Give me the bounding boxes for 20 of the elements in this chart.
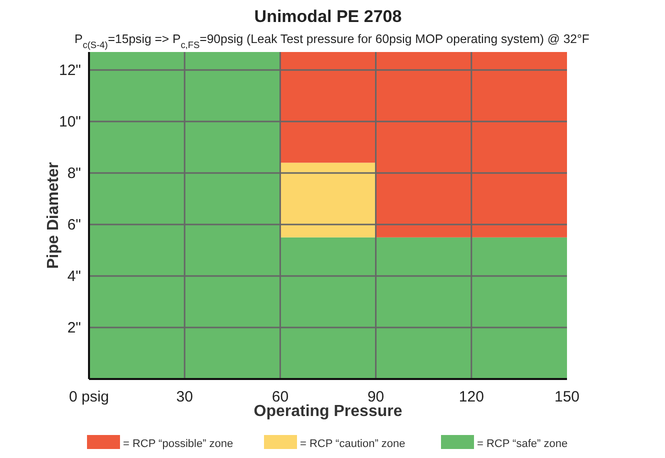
x-tick-label: 30 [176,388,193,406]
y-axis-title: Pipe Diameter [45,162,62,269]
legend-label: = RCP “possible” zone [123,438,234,450]
x-tick-label: 150 [554,388,580,406]
x-tick-label: 90 [367,388,384,406]
y-tick-label: 10" [58,113,81,130]
chart-title: Unimodal PE 2708 [254,7,402,26]
x-tick-label: 120 [458,388,484,406]
x-axis-title: Operating Pressure [254,403,402,420]
y-tick-label: 8" [67,164,81,182]
legend-label: = RCP “caution” zone [300,438,406,450]
legend-label: = RCP “safe” zone [477,438,568,450]
x-tick-label: 60 [272,388,289,406]
y-tick-label: 4" [67,268,81,285]
y-tick-label: 12" [58,62,81,79]
y-tick-label: 6" [67,216,81,234]
y-tick-label: 2" [67,319,81,336]
bar [280,162,376,238]
chart-subtitle: P$_{c(S-4)}$=15psig => P$_{c,FS}$=90psig (Leak Test pressure for 60psig MOP operating system) @ 32°F [74,32,590,50]
x-tick-label: 0 psig [68,388,110,406]
